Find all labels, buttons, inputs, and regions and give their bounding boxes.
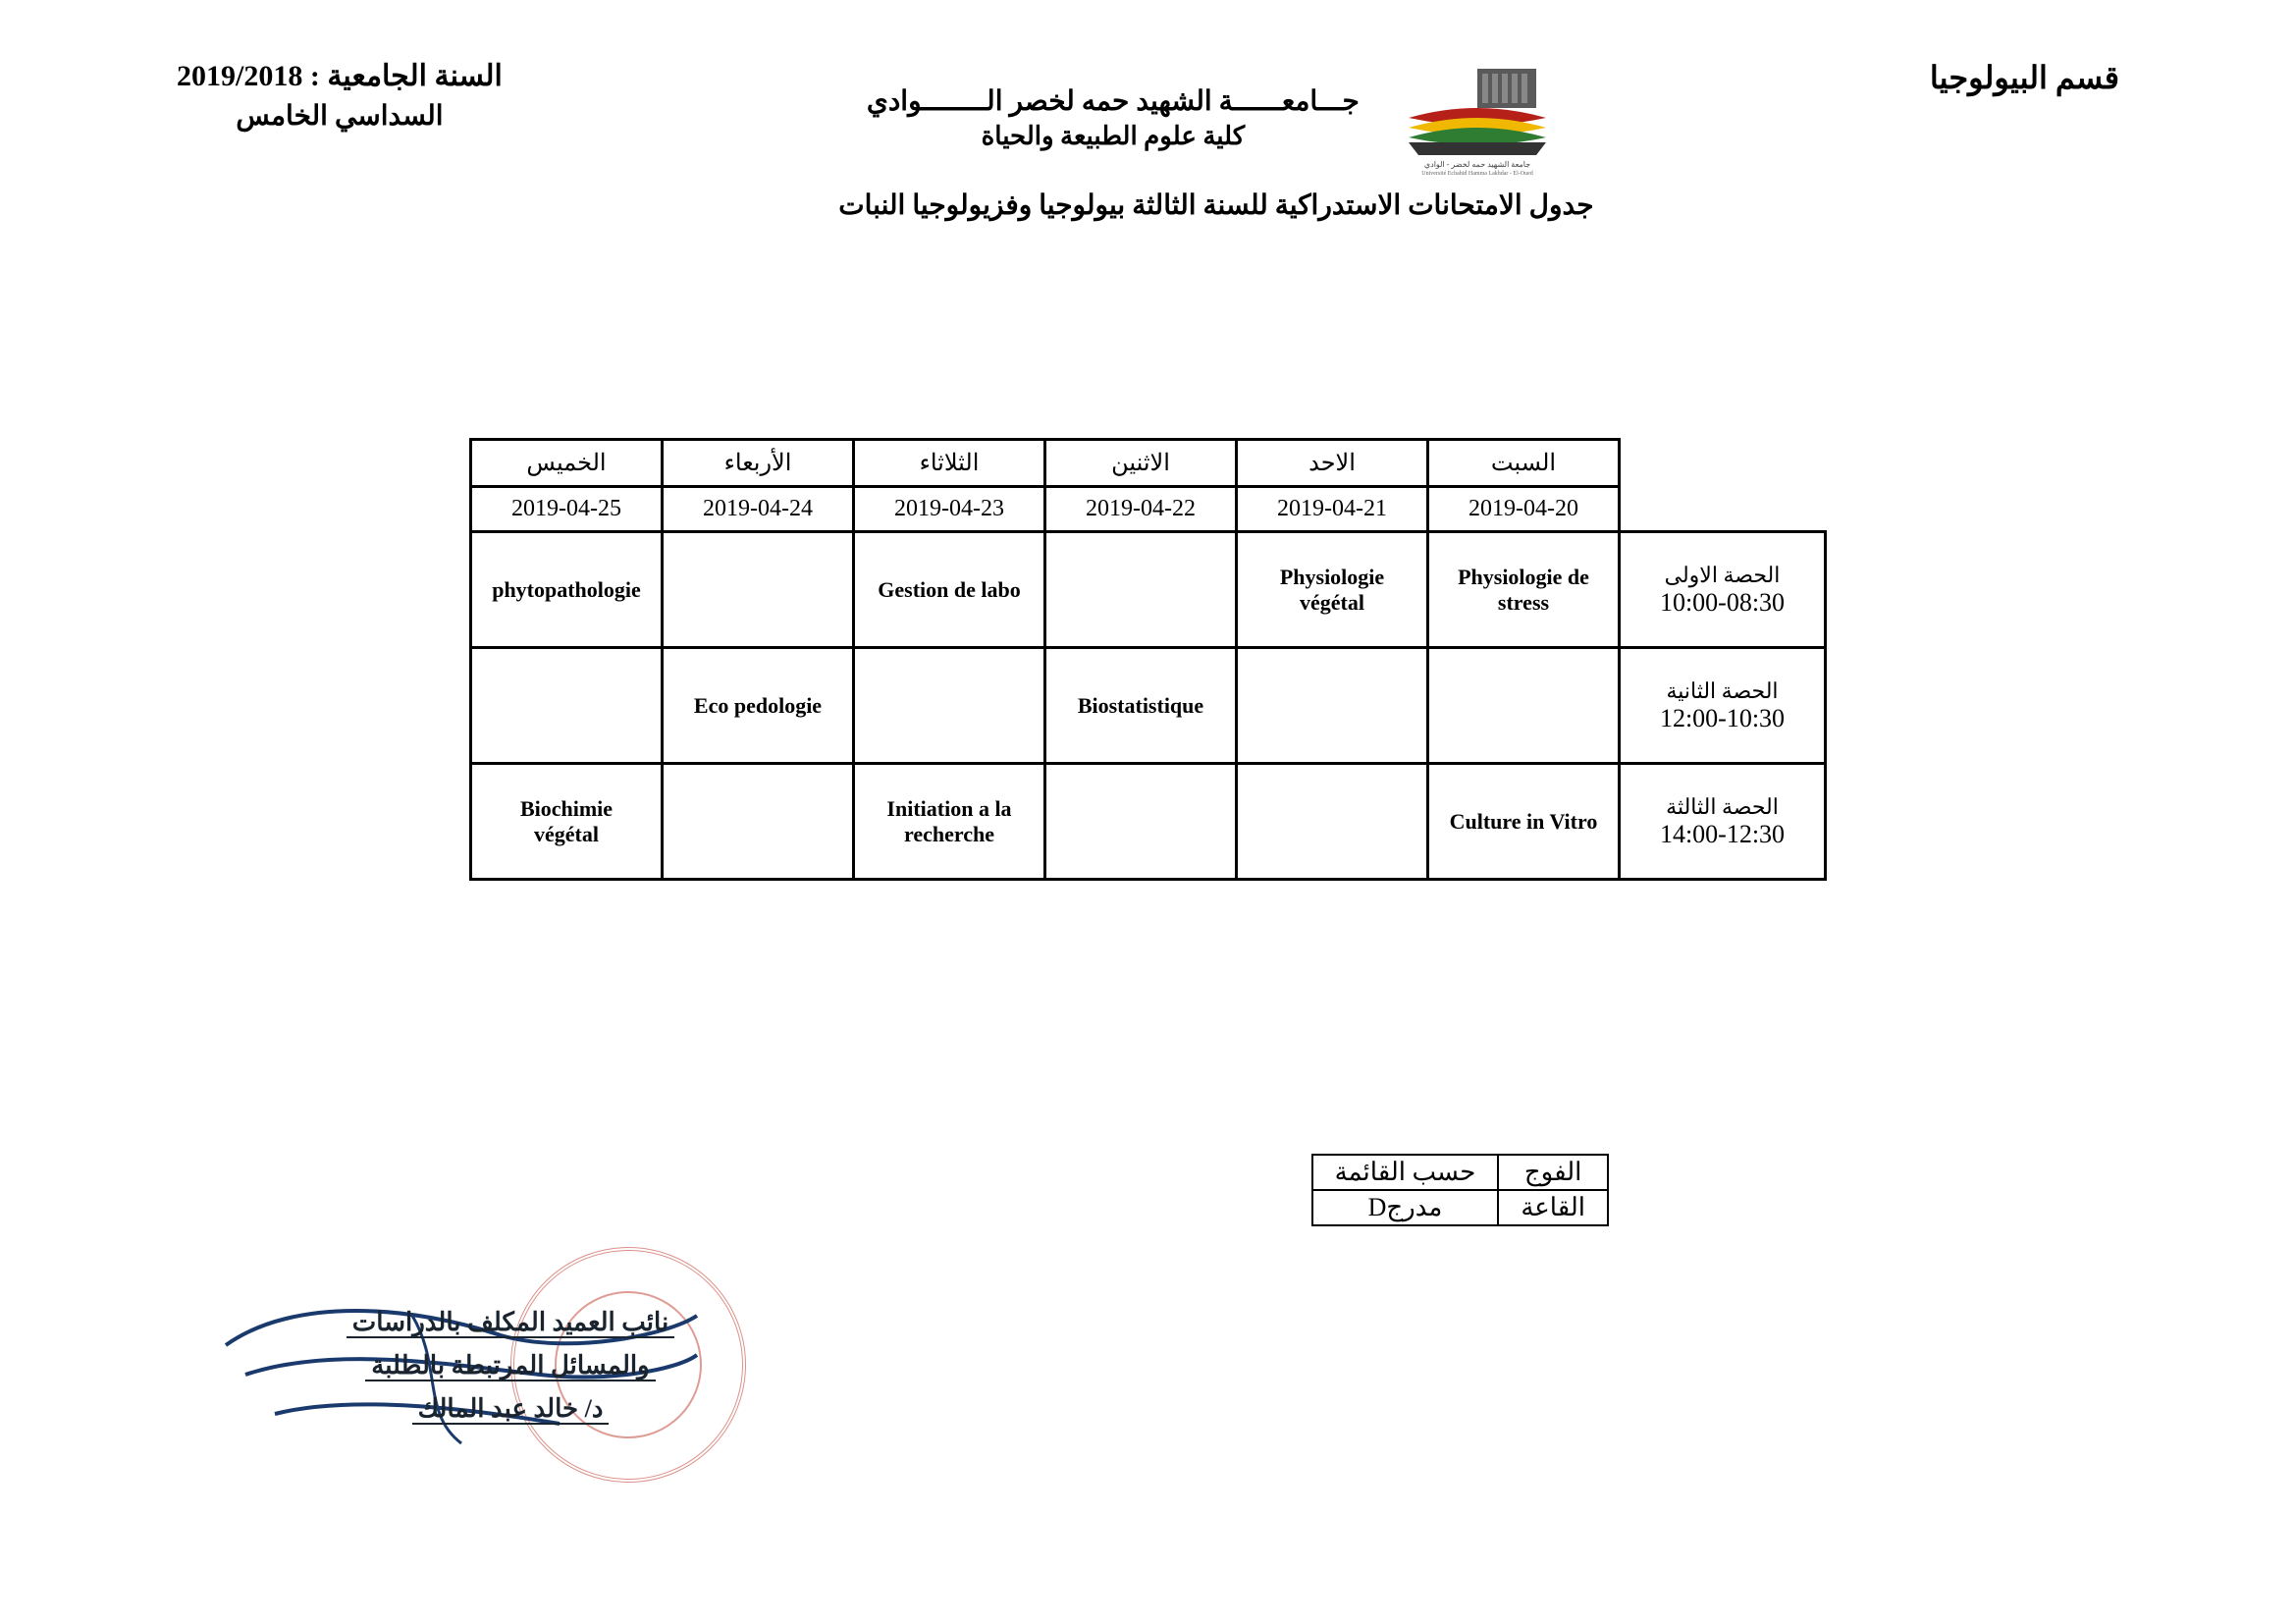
exam-cell: Physiologie végétal — [1237, 532, 1428, 648]
day-header: الاحد — [1237, 440, 1428, 487]
exam-cell: Physiologie de stress — [1428, 532, 1620, 648]
exam-cell: Biostatistique — [1045, 648, 1237, 764]
exam-cell — [1045, 764, 1237, 880]
group-label: الفوج — [1498, 1155, 1608, 1190]
exam-cell — [1237, 764, 1428, 880]
exam-cell — [663, 532, 854, 648]
date-cell: 2019-04-21 — [1237, 487, 1428, 532]
exam-cell — [1237, 648, 1428, 764]
stamp-text: نائب العميد المكلف بالدراسات والمسائل ال… — [275, 1301, 746, 1432]
exam-cell — [1045, 532, 1237, 648]
date-cell: 2019-04-20 — [1428, 487, 1620, 532]
date-cell: 2019-04-23 — [854, 487, 1045, 532]
exam-cell: Eco pedologie — [663, 648, 854, 764]
session-row-3: Biochimie végétal Initiation a la recher… — [471, 764, 1826, 880]
exam-cell — [663, 764, 854, 880]
university-logo: جامعة الشهيد حمه لخضر - الوادي Universit… — [1389, 59, 1566, 177]
semester: السداسي الخامس — [177, 99, 503, 133]
session-row-1: phytopathologie Gestion de labo Physiolo… — [471, 532, 1826, 648]
exam-cell: Gestion de labo — [854, 532, 1045, 648]
document-header: قسم البيولوجيا جـــامعــــــة الشهيد حمه… — [0, 0, 2296, 261]
date-cell: 2019-04-25 — [471, 487, 663, 532]
stamp-signature-area: نائب العميد المكلف بالدراسات والمسائل ال… — [275, 1247, 746, 1483]
day-header: الخميس — [471, 440, 663, 487]
day-header: الأربعاء — [663, 440, 854, 487]
exam-cell: Initiation a la recherche — [854, 764, 1045, 880]
day-header: الاثنين — [1045, 440, 1237, 487]
table-row: الفوج حسب القائمة — [1312, 1155, 1608, 1190]
logo-caption-en: Université Echahid Hamma Lakhdar - El-Ou… — [1421, 171, 1532, 177]
group-value: حسب القائمة — [1312, 1155, 1499, 1190]
faculty-name: كلية علوم الطبيعة والحياة — [867, 122, 1360, 151]
exam-cell: Culture in Vitro — [1428, 764, 1620, 880]
session-label: الحصة الثالثة 14:00-12:30 — [1620, 764, 1826, 880]
university-name: جـــامعــــــة الشهيد حمه لخصر الـــــــ… — [867, 84, 1360, 118]
table-row: القاعة مدرجD — [1312, 1190, 1608, 1225]
date-cell: 2019-04-22 — [1045, 487, 1237, 532]
exam-cell: Biochimie végétal — [471, 764, 663, 880]
day-header: السبت — [1428, 440, 1620, 487]
exam-cell: phytopathologie — [471, 532, 663, 648]
schedule-title: جدول الامتحانات الاستدراكية للسنة الثالث… — [838, 189, 1593, 222]
session-row-2: Eco pedologie Biostatistique الحصة الثان… — [471, 648, 1826, 764]
table-days-row: الخميس الأربعاء الثلاثاء الاثنين الاحد ا… — [471, 440, 1826, 487]
exam-cell — [471, 648, 663, 764]
session-label: الحصة الاولى 10:00-08:30 — [1620, 532, 1826, 648]
stamp-line2: والمسائل المرتبطة بالطلبة — [365, 1351, 655, 1381]
exam-cell — [1428, 648, 1620, 764]
logo-book-icon — [1409, 108, 1546, 145]
room-label: القاعة — [1498, 1190, 1608, 1225]
exam-schedule-table: الخميس الأربعاء الثلاثاء الاثنين الاحد ا… — [469, 438, 1827, 881]
logo-caption-ar: جامعة الشهيد حمه لخضر - الوادي — [1424, 160, 1530, 169]
department-label: قسم البيولوجيا — [1930, 59, 2119, 96]
header-center: جـــامعــــــة الشهيد حمه لخصر الـــــــ… — [503, 59, 1930, 222]
day-header: الثلاثاء — [854, 440, 1045, 487]
header-center-top: جـــامعــــــة الشهيد حمه لخصر الـــــــ… — [867, 59, 1566, 177]
year-block: السنة الجامعية : 2019/2018 السداسي الخام… — [177, 59, 503, 133]
session-label: الحصة الثانية 12:00-10:30 — [1620, 648, 1826, 764]
university-titles: جـــامعــــــة الشهيد حمه لخصر الـــــــ… — [867, 84, 1360, 151]
exam-cell — [854, 648, 1045, 764]
group-room-table: الفوج حسب القائمة القاعة مدرجD — [1311, 1154, 1609, 1226]
date-cell: 2019-04-24 — [663, 487, 854, 532]
stamp-line1: نائب العميد المكلف بالدراسات — [347, 1308, 674, 1338]
room-value: مدرجD — [1312, 1190, 1499, 1225]
logo-building-icon — [1477, 69, 1536, 108]
academic-year: السنة الجامعية : 2019/2018 — [177, 59, 503, 93]
stamp-line3: د/ خالد عبد المالك — [412, 1394, 610, 1425]
